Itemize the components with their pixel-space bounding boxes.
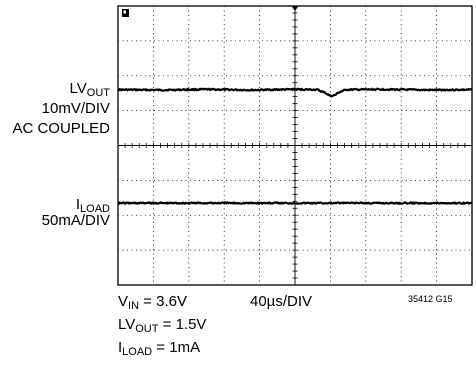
figure-id: 35412 G15	[408, 294, 453, 304]
lvout-channel-label: LVOUT	[69, 80, 110, 99]
lvout-scale-label: 10mV/DIV	[41, 100, 110, 117]
markers	[122, 6, 299, 17]
iload-trace	[117, 201, 473, 205]
trigger-marker-icon	[291, 6, 299, 11]
iload-channel-label: ILOAD	[75, 196, 110, 215]
traces	[117, 87, 473, 205]
condition-iload: ILOAD = 1mA	[118, 339, 201, 358]
lvout-coupling-label: AC COUPLED	[12, 120, 110, 137]
condition-vin: VIN = 3.6V	[118, 293, 187, 312]
timebase-label: 40µs/DIV	[250, 293, 312, 310]
lvout-trace	[117, 87, 473, 98]
condition-lvout: LVOUT = 1.5V	[118, 316, 207, 335]
iload-scale-label: 50mA/DIV	[41, 212, 110, 229]
graticule	[117, 5, 473, 286]
channel-marker-notch	[123, 10, 126, 14]
